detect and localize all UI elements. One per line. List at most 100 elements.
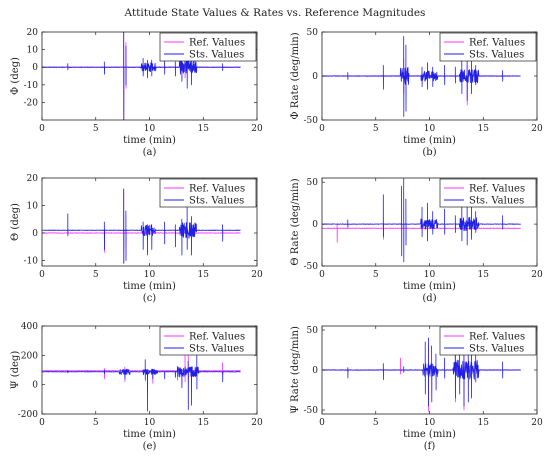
series-sts-line xyxy=(42,32,241,120)
legend-entry: Sts. Values xyxy=(469,196,524,207)
y-axis-label: Φ Rate (deg/min) xyxy=(290,32,301,119)
x-axis-label: time (min) xyxy=(403,429,456,440)
y-tick-label: 0 xyxy=(312,72,318,82)
y-tick-label: -50 xyxy=(304,116,319,126)
x-tick-label: 0 xyxy=(39,418,45,428)
legend-entry: Ref. Values xyxy=(189,38,245,49)
panel-a: 0 5 10 15 20 -20 -10 0 10 20 time (min) Φ (deg) (a) R… xyxy=(10,28,263,158)
x-tick-label: 10 xyxy=(144,270,156,280)
y-axis-label: Ψ Rate (deg/min) xyxy=(290,326,301,414)
y-tick-label: 400 xyxy=(21,322,38,332)
x-tick-label: 10 xyxy=(424,270,436,280)
x-tick-label: 10 xyxy=(424,124,436,134)
y-tick-label: 0 xyxy=(312,366,318,376)
panel-label: (a) xyxy=(143,147,157,158)
series-sts-line xyxy=(322,178,521,263)
x-tick-label: 10 xyxy=(144,124,156,134)
y-tick-label: 50 xyxy=(307,178,319,188)
x-tick-label: 20 xyxy=(251,270,263,280)
x-axis-label: time (min) xyxy=(403,281,456,292)
x-tick-label: 20 xyxy=(531,124,543,134)
panel-label: (e) xyxy=(143,441,157,452)
x-tick-label: 15 xyxy=(198,418,210,428)
x-tick-label: 5 xyxy=(93,270,99,280)
x-tick-label: 20 xyxy=(251,124,263,134)
y-axis-label: Θ (deg) xyxy=(10,203,21,241)
panel-label: (c) xyxy=(143,293,157,304)
series-ref-line xyxy=(322,223,521,243)
x-tick-label: 20 xyxy=(251,418,263,428)
y-tick-label: 0 xyxy=(32,229,38,239)
legend-entry: Ref. Values xyxy=(469,332,525,343)
x-tick-label: 0 xyxy=(319,270,325,280)
x-axis-label: time (min) xyxy=(123,135,176,146)
legend-entry: Ref. Values xyxy=(469,184,525,195)
legend-box xyxy=(159,178,257,208)
x-tick-label: 0 xyxy=(319,418,325,428)
legend-entry: Sts. Values xyxy=(469,344,524,355)
y-tick-label: 200 xyxy=(21,351,38,361)
x-tick-label: 10 xyxy=(424,418,436,428)
y-tick-label: 0 xyxy=(312,220,318,230)
y-axis-label: Ψ (deg) xyxy=(10,351,21,390)
series-sts-line xyxy=(42,188,241,264)
x-tick-label: 0 xyxy=(39,270,45,280)
legend-entry: Ref. Values xyxy=(469,38,525,49)
x-tick-label: 10 xyxy=(144,418,156,428)
legend-box xyxy=(439,32,537,62)
y-tick-label: -50 xyxy=(304,262,319,272)
series-sts-line xyxy=(322,36,521,117)
x-tick-label: 5 xyxy=(373,418,379,428)
x-tick-label: 15 xyxy=(478,418,490,428)
legend-entry: Ref. Values xyxy=(189,184,245,195)
legend-box xyxy=(439,178,537,208)
x-axis-label: time (min) xyxy=(123,429,176,440)
series-sts-line xyxy=(322,329,521,407)
legend-box xyxy=(439,326,537,356)
legend-entry: Sts. Values xyxy=(189,196,244,207)
legend-entry: Sts. Values xyxy=(189,50,244,61)
x-axis-label: time (min) xyxy=(403,135,456,146)
x-tick-label: 5 xyxy=(93,124,99,134)
panel-label: (d) xyxy=(422,293,436,304)
legend-box xyxy=(159,32,257,62)
panel-label: (b) xyxy=(422,147,436,158)
x-tick-label: 15 xyxy=(478,270,490,280)
x-axis-label: time (min) xyxy=(123,281,176,292)
y-tick-label: 50 xyxy=(307,326,319,336)
y-tick-label: -10 xyxy=(24,81,39,91)
x-tick-label: 15 xyxy=(478,124,490,134)
x-tick-label: 20 xyxy=(531,270,543,280)
legend-box xyxy=(159,326,257,356)
y-tick-label: -50 xyxy=(304,406,319,416)
y-tick-label: -10 xyxy=(24,257,39,267)
y-tick-label: 20 xyxy=(27,28,39,38)
x-tick-label: 0 xyxy=(39,124,45,134)
x-tick-label: 15 xyxy=(198,270,210,280)
legend-entry: Ref. Values xyxy=(189,332,245,343)
series-sts-line xyxy=(42,354,241,412)
y-axis-label: Θ Rate (deg/min) xyxy=(290,178,301,265)
y-tick-label: -200 xyxy=(18,410,38,420)
figure-title: Attitude State Values & Rates vs. Refere… xyxy=(124,7,426,19)
x-tick-label: 0 xyxy=(319,124,325,134)
x-tick-label: 5 xyxy=(373,270,379,280)
x-tick-label: 15 xyxy=(198,124,210,134)
panel-label: (f) xyxy=(424,441,436,452)
y-tick-label: 0 xyxy=(32,381,38,391)
x-tick-label: 5 xyxy=(93,418,99,428)
y-axis-label: Φ (deg) xyxy=(10,57,21,95)
y-tick-label: 10 xyxy=(27,46,39,56)
y-tick-label: 20 xyxy=(27,174,39,184)
series-ref-line xyxy=(42,188,241,264)
legend-entry: Sts. Values xyxy=(469,50,524,61)
legend-entry: Sts. Values xyxy=(189,344,244,355)
y-tick-label: 50 xyxy=(307,28,319,38)
x-tick-label: 5 xyxy=(373,124,379,134)
